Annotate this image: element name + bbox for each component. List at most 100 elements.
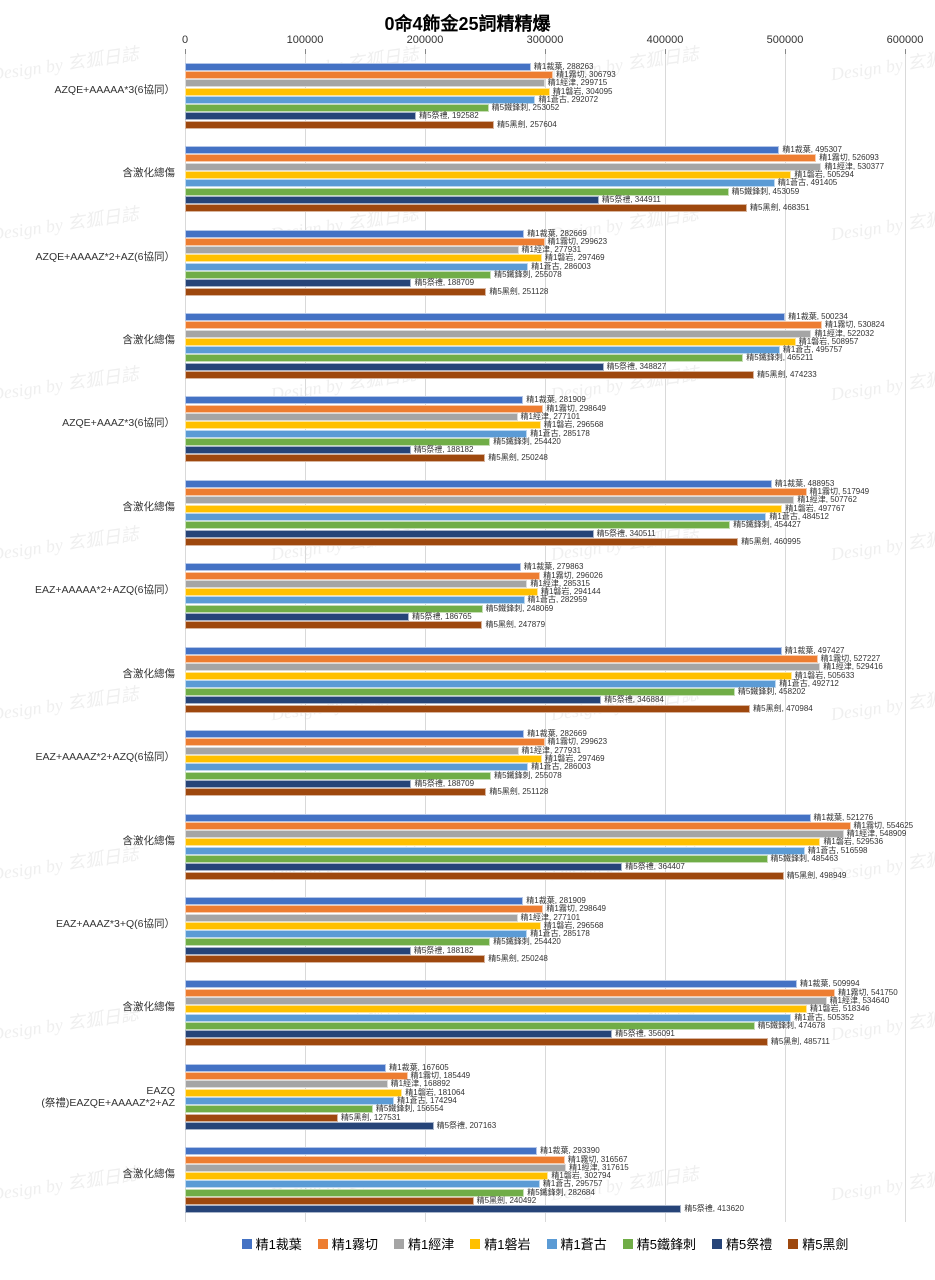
legend-label: 精5鐵鋒刺 (637, 1234, 696, 1253)
bar (185, 989, 835, 997)
bar (185, 672, 792, 680)
legend-label: 精1裁葉 (256, 1234, 302, 1253)
bar (185, 254, 542, 262)
bar (185, 505, 782, 513)
bar (185, 705, 750, 713)
legend-item: 精1裁葉 (242, 1234, 302, 1253)
legend-item: 精5祭禮 (712, 1234, 772, 1253)
bar-value-label: 精5鐵鋒刺, 474678 (758, 1022, 826, 1030)
legend-swatch (394, 1239, 404, 1249)
horizontal-grouped-bar-chart: Design by 玄狐日誌Design by 玄狐日誌Design by 玄狐… (10, 10, 925, 1270)
bar-value-label: 精5鐵鋒刺, 255078 (494, 271, 562, 279)
bar (185, 763, 528, 771)
bar-value-label: 精5祭禮, 340511 (597, 530, 656, 538)
watermark: Design by 玄狐日誌 (829, 360, 935, 406)
legend-label: 精1經津 (408, 1234, 454, 1253)
bar (185, 572, 540, 580)
bar-value-label: 精5黑劍, 247879 (485, 621, 545, 629)
bar (185, 446, 411, 454)
legend-item: 精1磐岩 (470, 1234, 530, 1253)
bar-value-label: 精5祭禮, 207163 (437, 1122, 497, 1130)
bar (185, 838, 820, 846)
bar-value-label: 精5黑劍, 470984 (753, 705, 813, 713)
bar (185, 1147, 537, 1155)
legend-swatch (623, 1239, 633, 1249)
bar-value-label: 精5祭禮, 346884 (604, 696, 664, 704)
bar (185, 788, 486, 796)
bar (185, 171, 791, 179)
category-label: AZQE+AAAZ*3(6協同） (10, 417, 175, 430)
legend-swatch (712, 1239, 722, 1249)
bar (185, 1064, 386, 1072)
bar (185, 513, 766, 521)
bar (185, 930, 527, 938)
bar (185, 1189, 524, 1197)
category-label: EAZ+AAAZ*3+Q(6協同） (10, 918, 175, 931)
tickmark (185, 49, 186, 54)
bar (185, 1005, 807, 1013)
watermark: Design by 玄狐日誌 (0, 200, 140, 246)
bar (185, 396, 523, 404)
bar-value-label: 精5鐵鋒刺, 485463 (771, 855, 839, 863)
legend-label: 精5黑劍 (802, 1234, 848, 1253)
watermark: Design by 玄狐日誌 (0, 360, 140, 406)
category-label: 含激化總傷 (10, 835, 175, 848)
bar (185, 1156, 565, 1164)
x-axis-tick-label: 300000 (515, 34, 575, 46)
gridline (665, 54, 666, 1222)
bar (185, 154, 816, 162)
legend-label: 精1霧切 (332, 1234, 378, 1253)
bar (185, 872, 784, 880)
bar (185, 405, 543, 413)
bar (185, 421, 541, 429)
bar (185, 346, 780, 354)
bar-value-label: 精5鐵鋒刺, 282684 (527, 1189, 595, 1197)
bar-value-label: 精5黑劍, 250248 (488, 955, 548, 963)
legend-item: 精1蒼古 (547, 1234, 607, 1253)
category-label: AZQE+AAAAA*3(6協同） (10, 84, 175, 97)
bar-value-label: 精5黑劍, 460995 (741, 538, 801, 546)
bar (185, 1180, 540, 1188)
bar (185, 204, 747, 212)
bar (185, 179, 775, 187)
bar-value-label: 精5鐵鋒刺, 465211 (746, 354, 813, 362)
category-label: EAZ+AAAAZ*2+AZQ(6協同） (10, 751, 175, 764)
bar-value-label: 精5祭禮, 188709 (414, 279, 474, 287)
bar (185, 1097, 394, 1105)
bar-value-label: 精5鐵鋒刺, 254420 (493, 938, 561, 946)
tickmark (665, 49, 666, 54)
bar (185, 263, 528, 271)
bar-value-label: 精5祭禮, 186765 (412, 613, 472, 621)
bar (185, 1038, 768, 1046)
x-axis-tick-label: 0 (155, 34, 215, 46)
bar (185, 1030, 612, 1038)
category-label: 含激化總傷 (10, 334, 175, 347)
x-axis-tick-label: 400000 (635, 34, 695, 46)
bar (185, 313, 785, 321)
bar (185, 338, 796, 346)
legend: 精1裁葉 精1霧切 精1經津精1磐岩精1蒼古 精5鐵鋒刺 精5祭禮 精5黑劍 (185, 1234, 905, 1253)
bar (185, 163, 821, 171)
bar (185, 730, 524, 738)
watermark: Design by 玄狐日誌 (829, 680, 935, 726)
watermark: Design by 玄狐日誌 (0, 520, 140, 566)
legend-swatch (242, 1239, 252, 1249)
bar (185, 79, 545, 87)
bar (185, 121, 494, 129)
category-label: EAZ+AAAAA*2+AZQ(6協同） (10, 584, 175, 597)
bar (185, 146, 779, 154)
bar (185, 822, 851, 830)
bar (185, 288, 486, 296)
bar (185, 655, 818, 663)
tickmark (425, 49, 426, 54)
bar (185, 588, 538, 596)
bar (185, 814, 811, 822)
bar (185, 863, 622, 871)
bar (185, 88, 550, 96)
bar-value-label: 精5祭禮, 413620 (684, 1205, 744, 1213)
bar (185, 488, 807, 496)
bar-value-label: 精5黑劍, 251128 (489, 288, 548, 296)
legend-label: 精5祭禮 (726, 1234, 772, 1253)
bar-value-label: 精5黑劍, 498949 (787, 872, 847, 880)
watermark: Design by 玄狐日誌 (829, 200, 935, 246)
